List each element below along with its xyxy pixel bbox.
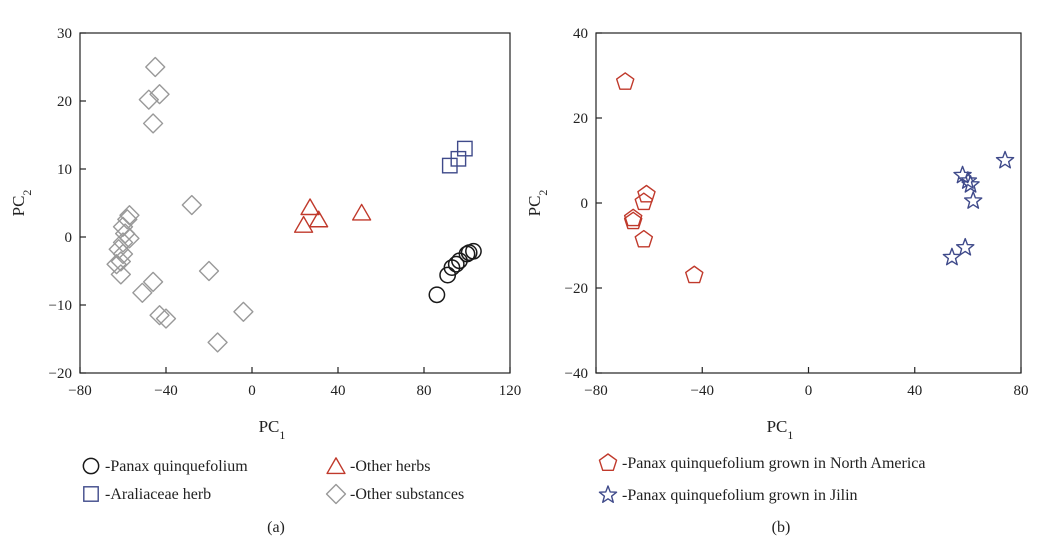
- panel-a-point-square: [450, 150, 467, 167]
- panel-b-point-pentagon: [623, 211, 643, 230]
- panel-a-point-diamond: [181, 194, 202, 216]
- panel-a-point-diamond: [142, 113, 164, 134]
- panel-a-point-square: [456, 140, 473, 157]
- panel-b-point-pentagon: [637, 184, 656, 203]
- panel-b-ytick-label: 20: [573, 111, 588, 127]
- panel-a-xlabel: PC1: [259, 417, 286, 442]
- panel-a-ytick-label: −20: [49, 366, 72, 382]
- panel-a-point-diamond: [142, 271, 164, 293]
- panel-a-point-triangle: [300, 198, 320, 216]
- panel-a-ytick-label: 30: [57, 26, 72, 42]
- panel-b-point-pentagon: [634, 229, 654, 248]
- panel-b-point-star: [958, 171, 978, 189]
- panel-a-point-diamond: [198, 260, 220, 282]
- panel-b-xlabel: PC1: [767, 417, 794, 442]
- panel-a-legend-label: -Araliaceae herb: [105, 486, 211, 503]
- panel-a-xtick-label: 80: [417, 383, 432, 399]
- panel-a-point-diamond: [112, 232, 134, 253]
- panel-b-legend-label: -Panax quinquefolium grown in Jilin: [622, 487, 858, 504]
- panel-a-point-diamond: [145, 56, 166, 78]
- panel-a-point-diamond: [117, 209, 138, 230]
- panel-a-ytick-label: 20: [57, 94, 72, 110]
- panel-a-xtick-label: 120: [499, 383, 522, 399]
- panel-b-frame: [595, 32, 1022, 374]
- panel-b-point-pentagon: [615, 72, 635, 90]
- panel-a-point-triangle: [351, 203, 372, 221]
- panel-a-legend-label: -Other herbs: [350, 458, 430, 475]
- panel-a-point-circle: [447, 255, 465, 273]
- panel-a-xtick-label: −40: [154, 383, 177, 399]
- panel-b-ytick-label: 40: [573, 26, 588, 42]
- panel-b-xtick-label: −40: [691, 383, 714, 399]
- panel-b-point-star: [955, 237, 975, 256]
- panel-a-point-diamond: [233, 301, 254, 322]
- panel-a-legend-marker-circle: [82, 457, 100, 475]
- panel-a-legend-marker-triangle: [326, 457, 346, 475]
- panel-a-caption: (a): [267, 519, 285, 536]
- panel-b-ylabel: PC2: [525, 190, 550, 217]
- panel-a-ytick-label: 10: [57, 162, 72, 178]
- panel-a-point-diamond: [119, 228, 140, 249]
- panel-a-point-diamond: [106, 254, 127, 275]
- panel-b-legend-marker-star: [598, 485, 618, 503]
- panel-a-point-circle: [465, 242, 482, 260]
- panel-b-point-star: [961, 175, 980, 193]
- panel-a-legend-label: -Panax quinquefolium: [105, 458, 248, 475]
- panel-a-legend-marker-square: [83, 486, 99, 502]
- panel-a-xtick-label: 0: [248, 383, 256, 399]
- panel-a-ylabel: PC2: [9, 190, 34, 217]
- panel-b-ytick-label: 0: [581, 196, 589, 212]
- panel-a-point-triangle: [293, 215, 314, 233]
- panel-a-point-diamond: [112, 243, 134, 265]
- panel-b-xtick-label: 40: [907, 383, 922, 399]
- panel-a-point-diamond: [149, 84, 170, 105]
- panel-b-legend-marker-pentagon: [598, 453, 618, 471]
- panel-a-point-diamond: [149, 305, 170, 326]
- panel-a-xtick-label: −80: [68, 383, 91, 399]
- panel-a-point-circle: [428, 286, 446, 304]
- panel-b-point-pentagon: [685, 265, 704, 284]
- panel-b-point-star: [953, 165, 972, 184]
- panel-b-legend-label: -Panax quinquefolium grown in North Amer…: [622, 455, 926, 472]
- panel-b-xtick-label: 0: [805, 383, 813, 399]
- panel-a-ytick-label: 0: [65, 230, 73, 246]
- panel-b-xtick-label: −80: [584, 383, 607, 399]
- panel-b-point-star: [942, 247, 962, 266]
- panel-a-frame: [79, 32, 511, 374]
- panel-a-legend-label: -Other substances: [350, 486, 464, 503]
- panel-a-point-diamond: [207, 332, 228, 353]
- panel-b-point-pentagon: [623, 208, 643, 227]
- panel-b-ytick-label: −20: [565, 281, 588, 297]
- panel-a-plot: −80 −40 0 40 80 120 −20 −10 0 10 20 30 PC1 PC2: [9, 26, 521, 442]
- panel-a-legend: -Panax quinquefolium -Araliaceae herb -Oth…: [82, 457, 464, 505]
- panel-b-caption: (b): [772, 519, 791, 536]
- panel-b-point-pentagon: [634, 192, 654, 211]
- panel-a-point-diamond: [110, 264, 131, 285]
- panel-a-point-diamond: [138, 89, 159, 110]
- panel-a-ytick-label: −10: [49, 298, 72, 314]
- panel-a-point-diamond: [155, 308, 177, 329]
- panel-b-ytick-label: −40: [565, 366, 588, 382]
- panel-a-legend-marker-diamond: [325, 483, 347, 505]
- panel-a-point-diamond: [132, 282, 153, 303]
- panel-b-point-star: [995, 150, 1015, 169]
- panel-a-xtick-label: 40: [331, 383, 346, 399]
- panel-a-point-diamond: [110, 251, 131, 272]
- panel-b-xtick-label: 80: [1014, 383, 1029, 399]
- panel-b-point-star: [963, 191, 983, 209]
- panel-b-legend: -Panax quinquefolium grown in North Amer…: [598, 453, 926, 504]
- panel-a-point-triangle: [308, 210, 329, 228]
